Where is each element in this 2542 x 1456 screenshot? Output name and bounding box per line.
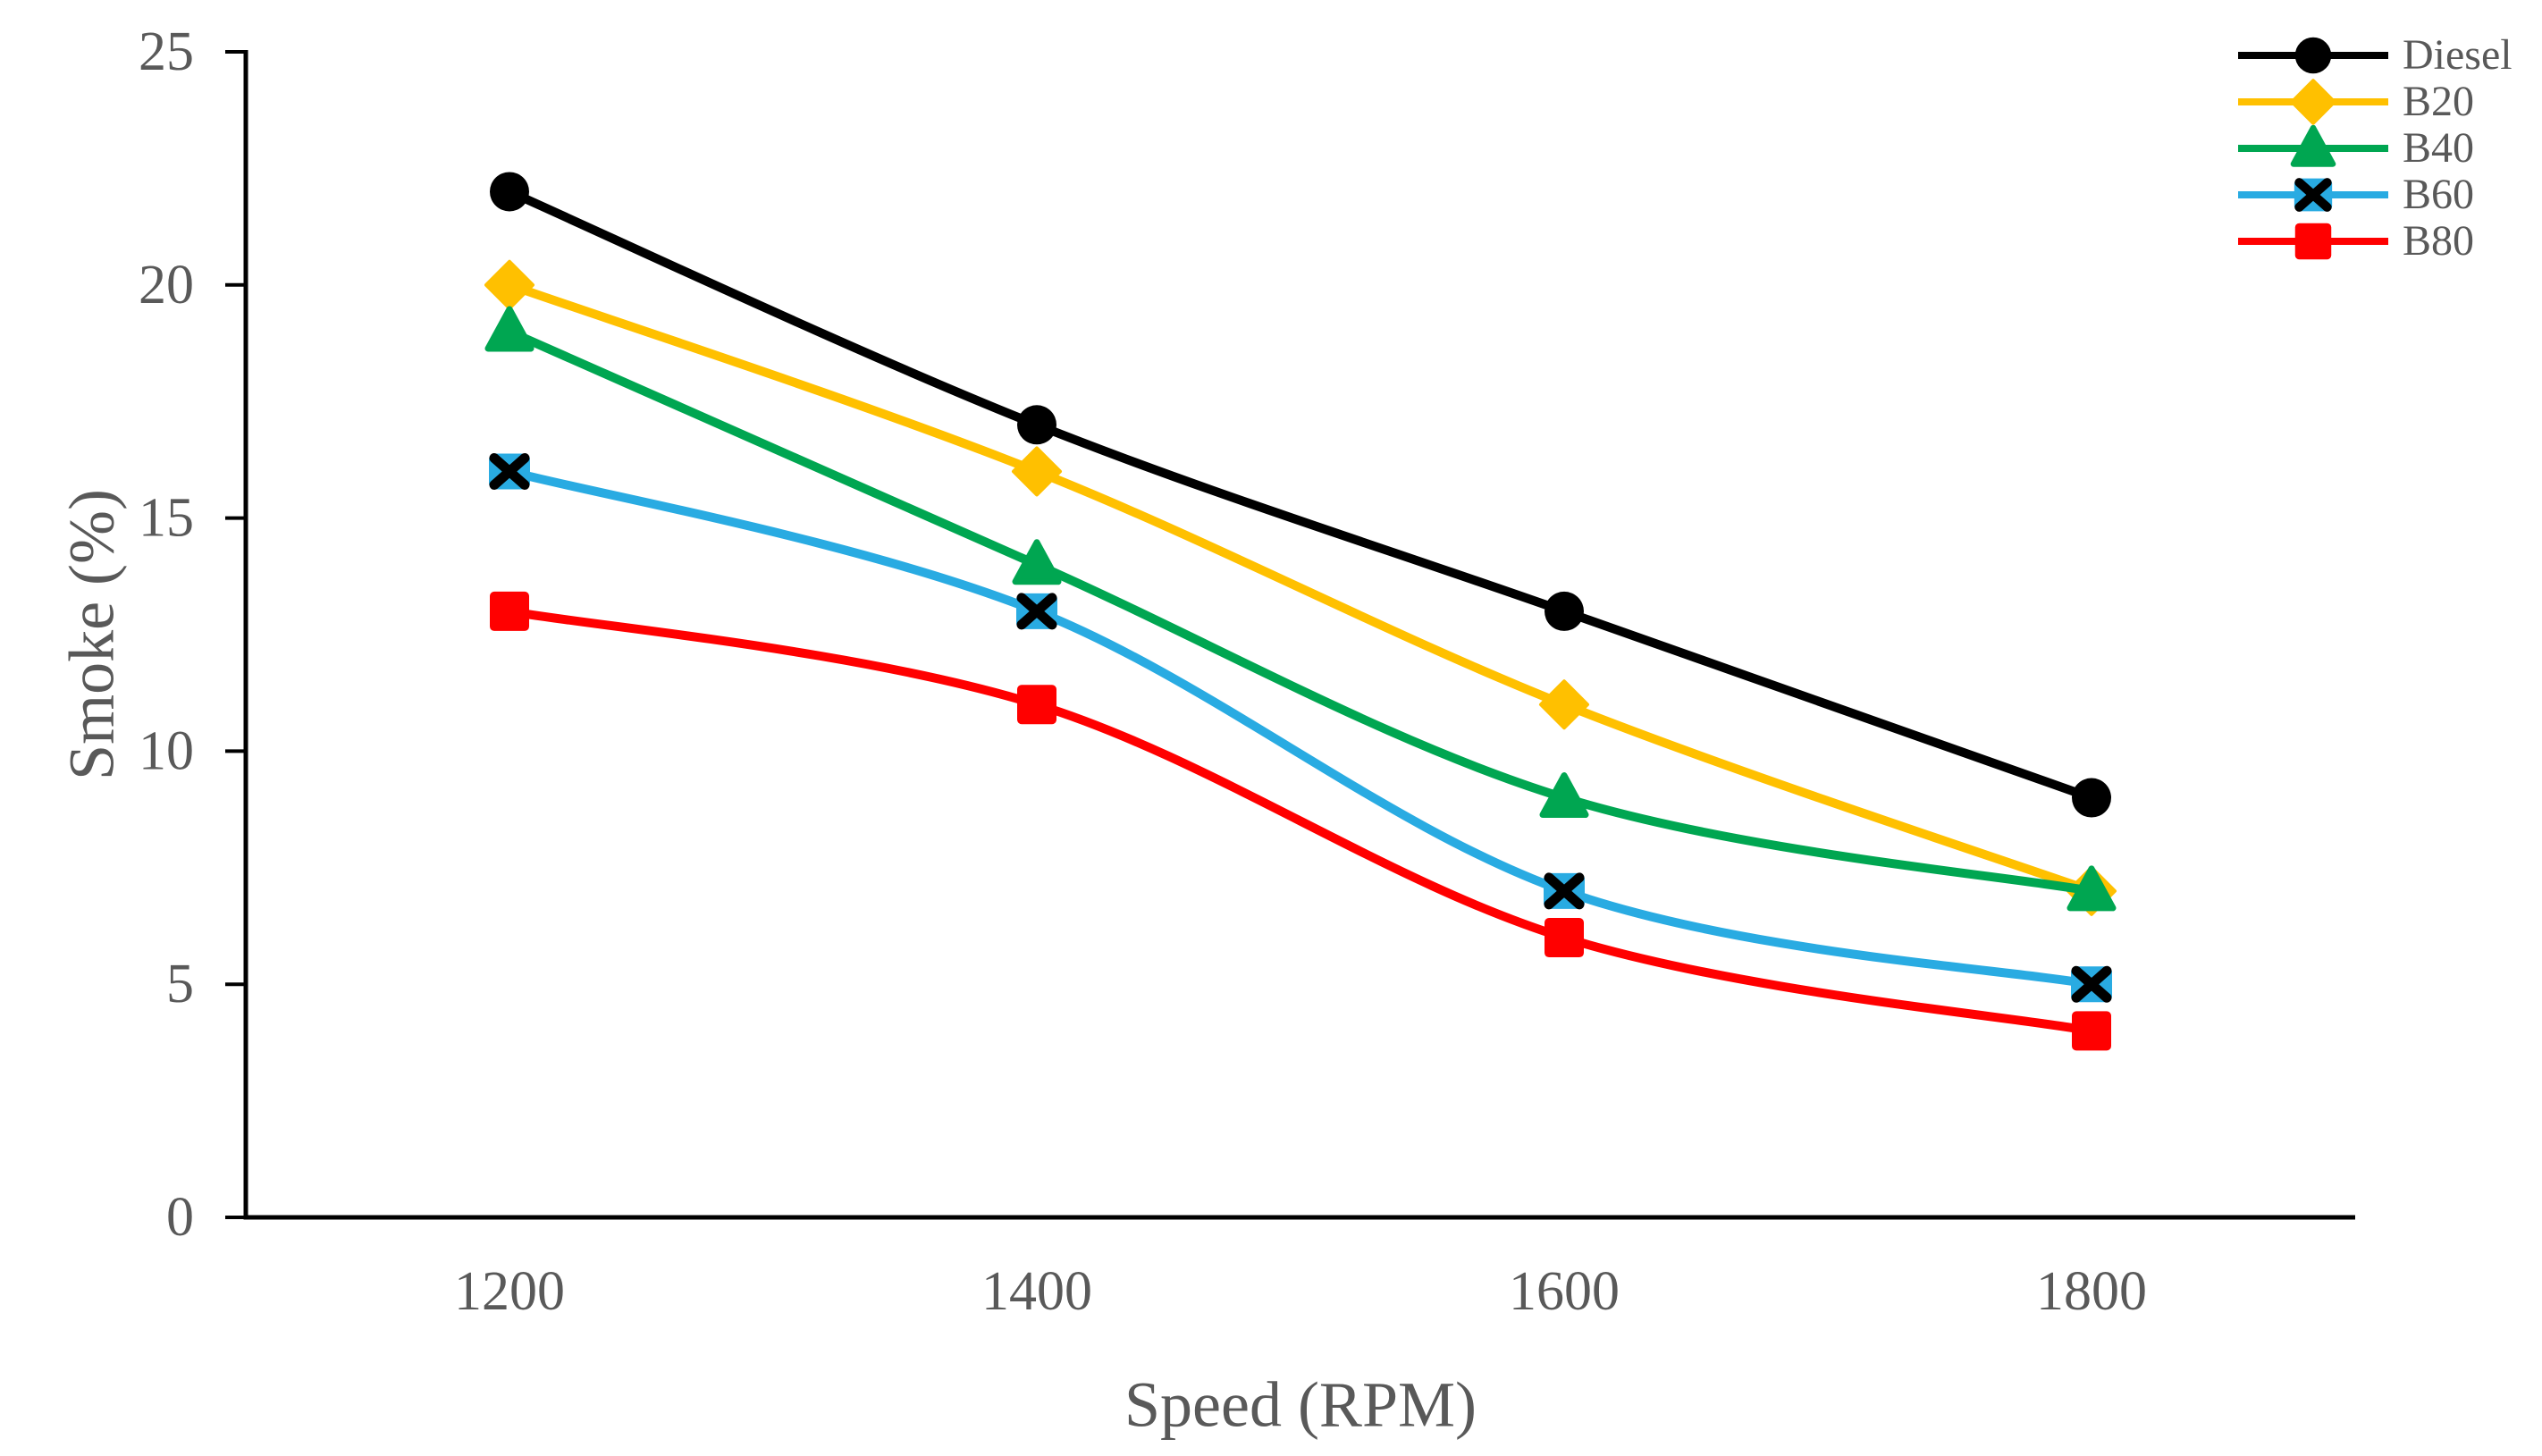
legend-item-b20: B20 — [2236, 79, 2513, 125]
y-tick-label: 20 — [139, 255, 194, 316]
legend-label: Diesel — [2403, 31, 2513, 79]
legend-swatch-triangle-icon — [2238, 125, 2388, 167]
marker-b40-1200 — [484, 306, 534, 352]
marker-b40-1800 — [2066, 865, 2117, 912]
series-line-b60 — [505, 467, 2096, 989]
x-tick-label: 1800 — [2036, 1261, 2147, 1322]
legend-label: B60 — [2403, 171, 2475, 218]
marker-b60-1200 — [489, 452, 530, 490]
marker-b60-1800 — [2071, 965, 2112, 1003]
legend-swatch-square-icon — [2238, 223, 2388, 260]
legend-label: B80 — [2403, 217, 2475, 265]
y-tick-label: 5 — [166, 954, 194, 1014]
legend-swatch-x-square-icon — [2238, 178, 2388, 212]
legend-swatch-circle-icon — [2238, 37, 2388, 74]
marker-b80-1400 — [1017, 685, 1056, 725]
marker-legend-b80 — [2294, 223, 2332, 260]
y-tick-label: 25 — [139, 21, 194, 82]
marker-diesel-1200 — [490, 172, 529, 212]
marker-legend-b20 — [2290, 79, 2336, 125]
marker-b80-1200 — [490, 591, 529, 631]
legend: Diesel B20 B40 B60 B80 — [2236, 32, 2513, 265]
y-tick-label: 10 — [139, 720, 194, 781]
y-axis-title: Smoke (%) — [55, 489, 128, 780]
marker-legend-diesel — [2294, 37, 2332, 74]
y-tick-label: 15 — [139, 488, 194, 549]
legend-label: B20 — [2403, 78, 2475, 125]
series-line-b80 — [505, 606, 2096, 1036]
marker-legend-b40 — [2290, 125, 2336, 167]
series-line-diesel — [505, 187, 2096, 803]
x-tick-label: 1600 — [1509, 1261, 1620, 1322]
legend-item-b80: B80 — [2236, 218, 2513, 265]
marker-b20-1400 — [1012, 446, 1062, 497]
marker-diesel-1400 — [1017, 405, 1056, 445]
series-line-b20 — [505, 280, 2096, 896]
legend-swatch-diamond-icon — [2238, 79, 2388, 125]
x-tick-label: 1200 — [454, 1261, 565, 1322]
marker-b40-1600 — [1539, 772, 1589, 819]
marker-b20-1200 — [484, 259, 534, 310]
legend-item-diesel: Diesel — [2236, 32, 2513, 79]
y-tick-label: 0 — [166, 1187, 194, 1248]
marker-diesel-1800 — [2072, 778, 2111, 818]
legend-item-b60: B60 — [2236, 172, 2513, 218]
marker-b60-1400 — [1016, 593, 1057, 630]
marker-diesel-1600 — [1545, 591, 1584, 631]
marker-b80-1600 — [1545, 918, 1584, 958]
x-tick-label: 1400 — [981, 1261, 1092, 1322]
marker-b80-1800 — [2072, 1011, 2111, 1051]
legend-item-b40: B40 — [2236, 125, 2513, 172]
legend-label: B40 — [2403, 124, 2475, 172]
marker-b60-1600 — [1544, 872, 1585, 910]
marker-b40-1400 — [1012, 539, 1062, 585]
marker-legend-b60 — [2294, 178, 2333, 212]
series-line-b40 — [505, 326, 2096, 896]
x-axis-title: Speed (RPM) — [1124, 1368, 1477, 1441]
marker-b20-1600 — [1539, 679, 1589, 730]
